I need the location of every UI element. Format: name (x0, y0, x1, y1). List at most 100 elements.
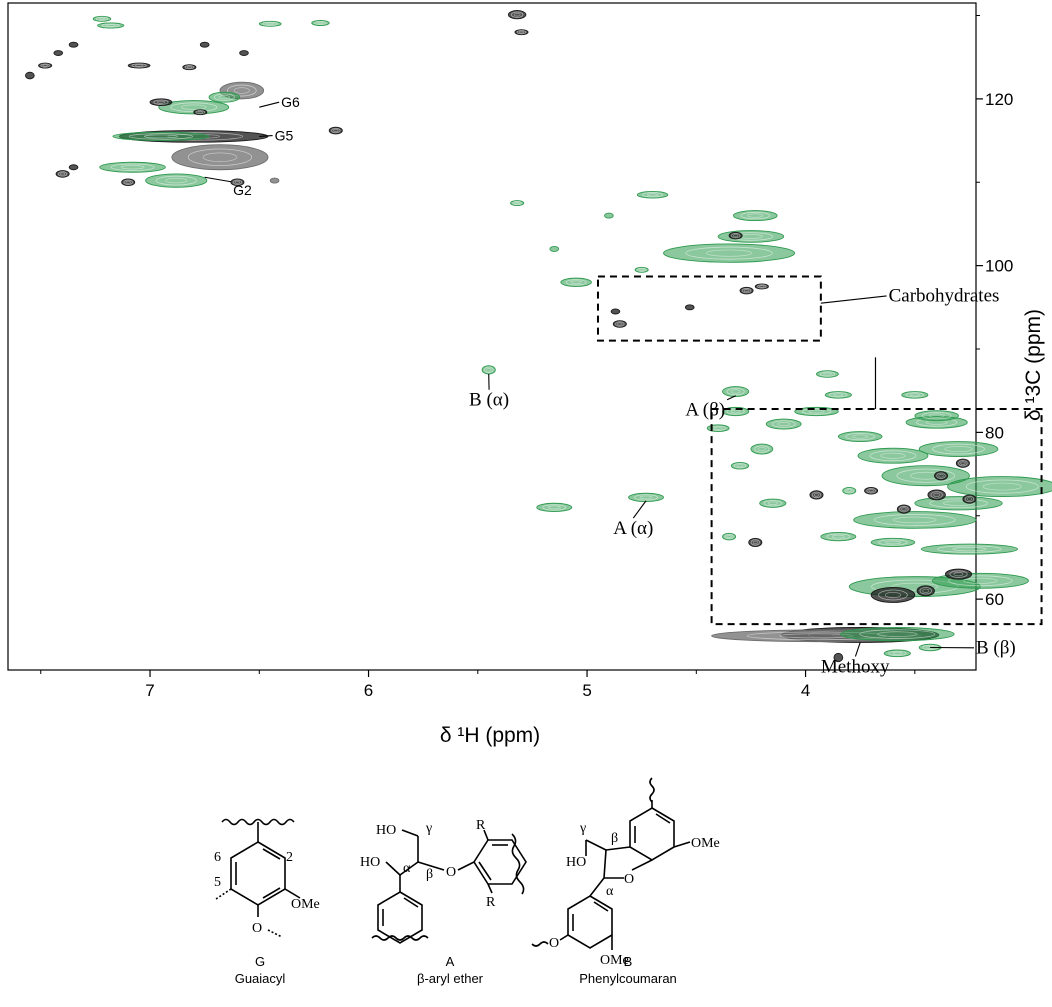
cross-peak (611, 309, 620, 314)
coumaran-o-bot: O (549, 936, 559, 951)
guaiacyl-code: G (255, 954, 265, 969)
guaiacyl-labels: 6 2 5 OMe O (214, 850, 320, 936)
cross-peak (760, 499, 786, 507)
cross-peak (39, 63, 52, 68)
cross-peak (897, 505, 910, 513)
cross-peak (733, 211, 777, 221)
peak-contour-outer (69, 165, 78, 170)
cross-peak (146, 174, 207, 187)
y-tick-label: 120 (985, 90, 1013, 109)
cross-peak (511, 201, 524, 206)
x-tick-label: 6 (364, 681, 373, 700)
x-axis-label: δ ¹H (ppm) (440, 724, 540, 747)
cross-peak (843, 487, 856, 494)
cross-peak (919, 442, 998, 457)
cross-peak (858, 448, 928, 463)
coumaran-o: O (624, 872, 634, 887)
aryl-ether-code: A (446, 954, 455, 969)
guaiacyl-pos6: 6 (214, 850, 221, 865)
cross-peak (921, 544, 1017, 554)
aryl-ether-ho-gamma-bond (402, 830, 418, 836)
coumaran-ome-top: OMe (691, 836, 720, 851)
guaiacyl-ring (231, 842, 285, 905)
cross-peak (200, 42, 209, 47)
cross-peak (98, 23, 124, 28)
aryl-ether-ho-left: HO (360, 855, 380, 870)
guaiacyl-o: O (252, 921, 262, 936)
cross-peak (25, 72, 34, 79)
peak-label: B (α) (469, 390, 509, 411)
aryl-ether-gamma: γ (425, 821, 432, 836)
aryl-ether-ho-top: HO (376, 823, 396, 838)
y-tick-label: 80 (985, 423, 1004, 442)
cross-peak (915, 497, 1002, 510)
peak-contour-outer (270, 178, 279, 183)
coumaran-labels: γ β HO α O OMe O OMe (549, 821, 720, 968)
peak-label: A (α) (613, 518, 653, 539)
aryl-ether-name: β-aryl ether (417, 971, 484, 986)
cross-peak (917, 586, 934, 596)
cross-peak (749, 538, 762, 546)
cross-peak (240, 51, 249, 56)
coumaran-ome-bond (674, 842, 690, 847)
peak-contour-outer (240, 51, 249, 56)
cross-peak (56, 171, 69, 178)
cross-peak (915, 411, 959, 421)
cross-peak (329, 127, 342, 134)
cross-peak (537, 503, 572, 511)
cross-peak (751, 444, 773, 454)
x-tick-label: 7 (145, 681, 154, 700)
peak-label: A (β) (685, 400, 725, 421)
structure-guaiacyl (216, 820, 300, 938)
cross-peak (685, 305, 694, 310)
structure-beta-aryl-ether (372, 830, 526, 943)
peak-label: G6 (281, 94, 300, 110)
coumaran-lower-wavy (532, 942, 548, 946)
coumaran-gamma: γ (579, 821, 586, 836)
coumaran-c3-bond (606, 847, 630, 850)
cross-peak (825, 392, 851, 399)
peak-contour-outer (200, 42, 209, 47)
aryl-ether-lower-wavy (372, 936, 428, 940)
guaiacyl-pos5: 5 (214, 875, 221, 890)
cross-peak (270, 178, 279, 183)
cross-peak (550, 246, 559, 251)
coumaran-ring-o-bond (632, 860, 652, 870)
cross-peak (854, 512, 976, 529)
cross-peak (816, 371, 838, 378)
peak-label: G5 (275, 128, 294, 144)
cross-peak (54, 51, 63, 56)
cross-peak (963, 495, 976, 503)
peak-contour-outer (54, 51, 63, 56)
cross-peak (740, 287, 753, 294)
peak-contour-outer (685, 305, 694, 310)
cross-peak (69, 42, 78, 47)
cross-peak (637, 191, 668, 198)
coumaran-aryl-ring (568, 896, 612, 948)
coumaran-aryl-bond (590, 878, 604, 896)
cross-peak (723, 533, 736, 540)
aryl-ether-right-double-2 (479, 862, 491, 880)
cross-peak (561, 278, 592, 286)
cross-peak (312, 21, 329, 26)
coumaran-aryl-o-bond (560, 935, 568, 940)
peak-label: G2 (233, 182, 252, 198)
cross-peak (172, 145, 268, 170)
aryl-ether-o: O (446, 865, 456, 880)
structure-phenylcoumaran (532, 778, 690, 950)
cross-peak (209, 92, 240, 102)
guaiacyl-pos2: 2 (286, 850, 293, 865)
cross-peak (729, 232, 742, 239)
coumaran-code: B (624, 954, 633, 969)
cross-peak (871, 587, 915, 602)
aryl-ether-ho-alpha-bond (386, 862, 400, 875)
aryl-ether-r-bot: R (486, 895, 496, 910)
cross-peak (723, 387, 749, 397)
coumaran-ho: HO (566, 855, 586, 870)
cross-peak (508, 11, 525, 19)
y-tick-label: 60 (985, 590, 1004, 609)
cross-peak (766, 419, 801, 429)
cross-peak (871, 538, 915, 546)
coumaran-name: Phenylcoumaran (579, 971, 677, 986)
